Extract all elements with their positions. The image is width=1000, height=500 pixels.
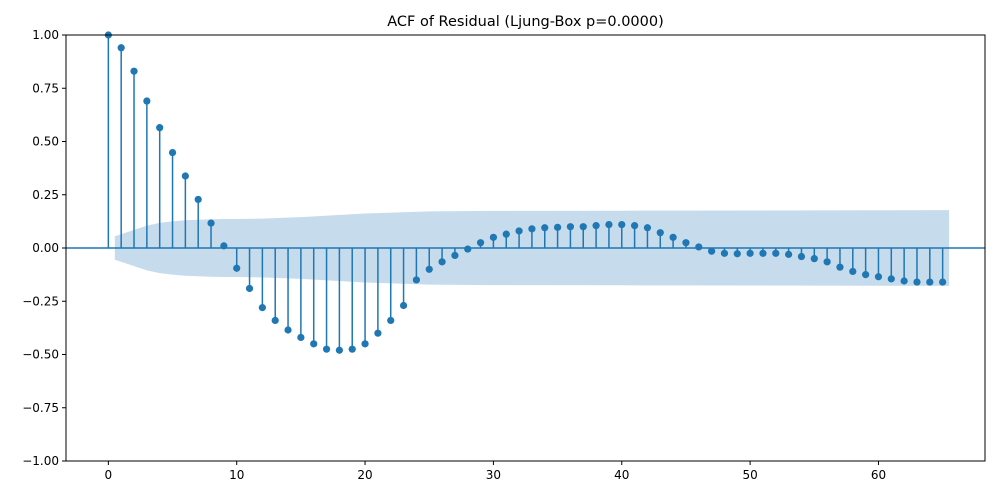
acf-marker-lag-2 [130,67,138,75]
y-tick-label: 1.00 [32,28,59,42]
acf-marker-lag-39 [605,220,613,229]
acf-marker-lag-28 [464,245,472,253]
acf-marker-lag-43 [656,229,664,237]
acf-marker-lag-60 [874,273,883,281]
acf-marker-lag-33 [528,225,536,233]
acf-marker-lag-51 [759,249,767,257]
acf-marker-lag-7 [194,195,202,204]
x-tick-label: 0 [105,468,113,482]
y-tick-label: 0.00 [32,241,59,255]
acf-marker-lag-47 [708,247,716,255]
acf-marker-lag-13 [271,316,279,325]
acf-marker-lag-36 [566,223,575,231]
acf-marker-lag-42 [643,224,652,232]
acf-marker-lag-54 [797,252,806,261]
acf-marker-lag-8 [207,219,215,227]
x-tick-label: 20 [357,468,372,482]
y-tick-label: 0.25 [32,188,59,202]
y-tick-label: 0.75 [32,81,59,95]
acf-marker-lag-56 [823,258,831,266]
x-tick-label: 60 [871,468,886,482]
acf-marker-lag-41 [630,222,639,230]
acf-marker-lag-34 [541,224,549,232]
acf-marker-lag-58 [849,267,857,276]
acf-marker-lag-5 [168,148,177,157]
acf-marker-lag-23 [399,301,408,310]
acf-marker-lag-9 [220,242,228,250]
acf-marker-lag-59 [862,271,870,279]
x-tick-label: 30 [486,468,501,482]
acf-marker-lag-11 [245,284,254,293]
acf-marker-lag-53 [785,250,793,258]
acf-marker-lag-38 [592,222,600,230]
acf-marker-lag-62 [900,277,908,285]
acf-marker-lag-10 [233,264,241,272]
acf-marker-lag-46 [695,243,703,251]
acf-marker-lag-65 [939,278,947,286]
acf-marker-lag-4 [156,124,164,132]
acf-marker-lag-40 [618,220,626,229]
acf-marker-lag-22 [387,316,395,325]
acf-marker-lag-55 [810,255,818,263]
acf-marker-lag-50 [746,249,754,257]
y-tick-label: −0.75 [22,401,59,415]
acf-marker-lag-64 [926,278,934,286]
acf-marker-lag-24 [412,276,421,284]
plot-area [66,31,985,354]
acf-marker-lag-20 [361,340,369,348]
acf-marker-lag-1 [117,44,125,52]
acf-marker-lag-31 [502,230,510,238]
acf-marker-lag-3 [143,97,151,105]
acf-marker-lag-63 [913,278,921,286]
acf-marker-lag-44 [669,233,677,241]
acf-marker-lag-18 [335,346,343,354]
x-tick-label: 40 [614,468,629,482]
acf-marker-lag-12 [258,304,266,312]
stem-layer [104,31,947,354]
x-tick-label: 50 [742,468,757,482]
acf-marker-lag-29 [476,239,485,247]
y-tick-label: −0.50 [22,348,59,362]
y-axis: 1.00 0.75 0.50 0.25 0.00 −0.25 −0.50 −0.75 −1.00 [22,28,66,468]
acf-marker-lag-32 [515,227,523,235]
acf-marker-lag-49 [733,250,741,258]
acf-marker-lag-45 [682,239,690,247]
y-tick-label: 0.50 [32,135,59,149]
acf-marker-lag-19 [348,345,356,353]
acf-marker-lag-17 [322,345,331,353]
y-tick-label: −0.25 [22,294,59,308]
acf-marker-lag-57 [836,263,844,271]
acf-marker-lag-21 [374,329,382,337]
acf-marker-lag-52 [772,249,780,257]
acf-marker-lag-26 [438,258,446,266]
acf-marker-lag-35 [553,223,562,231]
acf-marker-lag-14 [284,326,292,334]
acf-marker-lag-27 [451,251,459,260]
x-axis: 0 10 20 30 40 50 60 [105,461,886,482]
chart-title: ACF of Residual (Ljung-Box p=0.0000) [387,14,664,30]
acf-marker-lag-15 [297,333,305,342]
acf-marker-lag-48 [720,249,729,257]
acf-marker-lag-6 [181,172,189,180]
acf-marker-lag-25 [425,265,433,273]
acf-marker-lag-37 [579,223,587,231]
acf-marker-lag-61 [887,275,895,283]
acf-marker-lag-30 [489,233,498,241]
y-tick-label: −1.00 [22,454,59,468]
x-tick-label: 10 [229,468,244,482]
acf-marker-lag-16 [310,340,318,348]
